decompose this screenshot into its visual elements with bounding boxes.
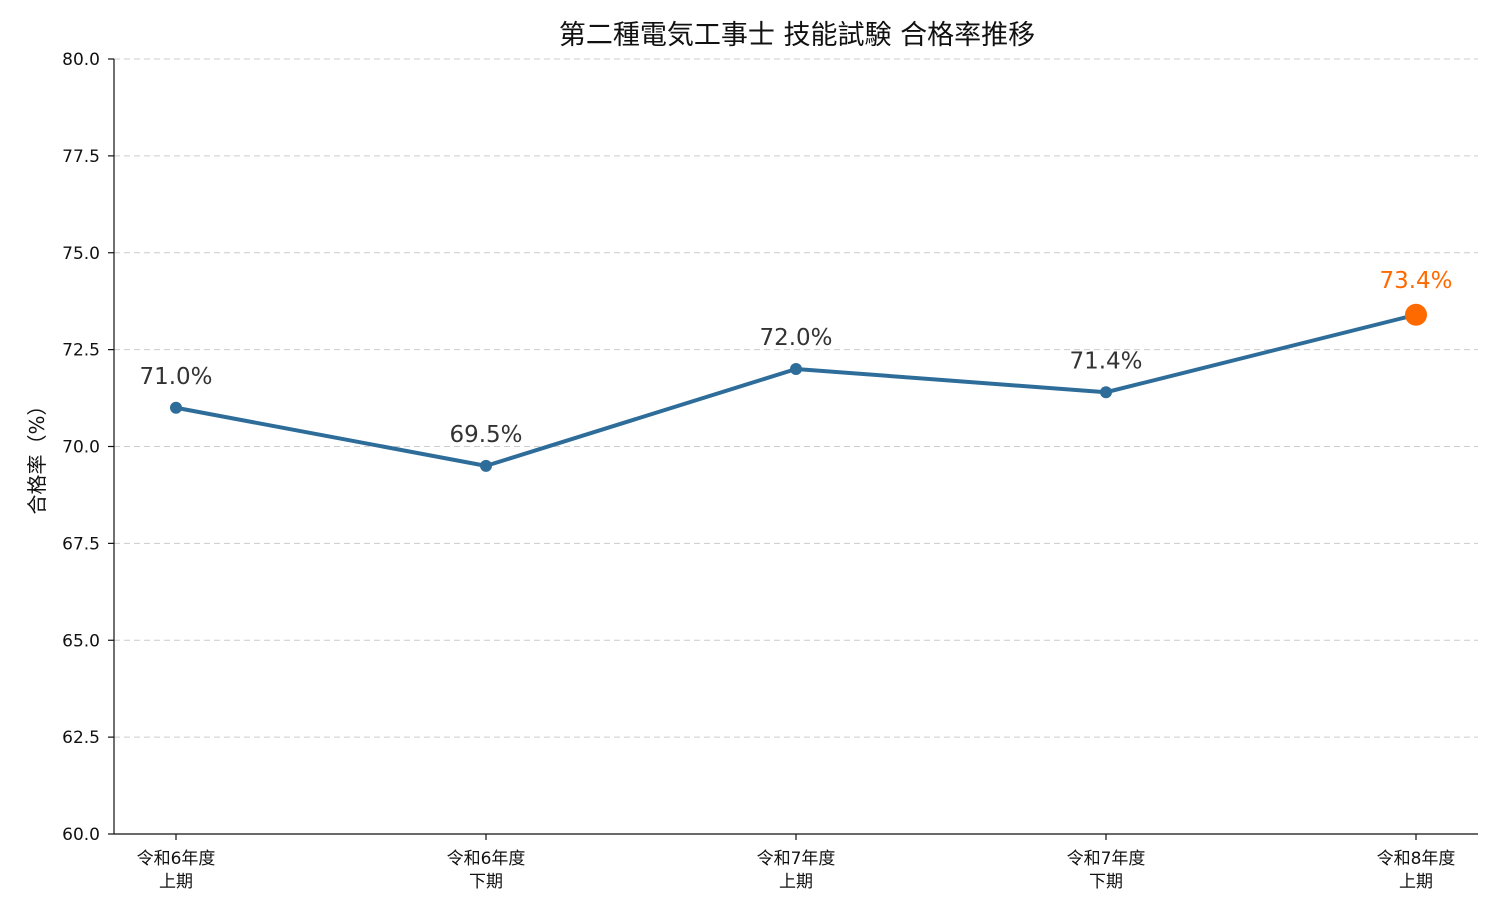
y-tick-label: 67.5 [62,534,100,554]
data-label: 72.0% [759,325,832,351]
data-point [1100,386,1112,399]
y-tick-label: 62.5 [62,728,100,748]
x-tick-label-line: 上期 [1399,872,1433,892]
data-label: 69.5% [449,422,522,448]
data-label: 71.0% [139,364,212,390]
y-tick-label: 60.0 [62,825,100,845]
data-label: 71.4% [1069,348,1142,374]
data-point [790,363,802,375]
x-tick-label-line: 令和6年度 [137,849,216,869]
highlight-point [1405,303,1427,326]
x-tick-label: 令和6年度下期 [447,849,526,892]
x-tick-label: 令和7年度下期 [1067,849,1146,892]
y-tick-label: 65.0 [62,631,100,651]
x-tick-label-line: 上期 [779,872,813,892]
data-labels: 71.0% 69.5% 72.0% 71.4% 73.4% [139,268,1452,448]
x-tick-label: 令和7年度上期 [757,849,836,892]
data-point [480,459,492,472]
x-tick-label-line: 令和8年度 [1377,849,1456,869]
x-tick-label-line: 下期 [1089,872,1123,892]
data-point [170,401,182,414]
y-ticks: 60.0 62.5 65.0 67.5 70.0 72.5 75.0 77.5 80.0 [62,50,114,845]
grid-lines [114,58,1478,738]
chart-title: 第二種電気工事士 技能試験 合格率推移 [559,20,1035,51]
x-tick-label-line: 上期 [159,872,193,892]
series [170,303,1427,472]
y-tick-label: 70.0 [62,438,100,458]
x-tick-label-line: 令和7年度 [1067,849,1146,869]
x-tick-label-line: 令和6年度 [447,849,526,869]
x-tick-label-line: 下期 [469,872,503,892]
y-tick-label: 77.5 [62,147,100,167]
x-tick-label-line: 令和7年度 [757,849,836,869]
y-tick-label: 75.0 [62,244,100,264]
x-tick-label: 令和8年度上期 [1377,849,1456,892]
y-tick-label: 72.5 [62,341,100,361]
y-tick-label: 80.0 [62,50,100,70]
x-tick-label: 令和6年度上期 [137,849,216,892]
y-axis-label: 合格率（%） [25,395,49,514]
data-label: 73.4% [1379,268,1452,294]
